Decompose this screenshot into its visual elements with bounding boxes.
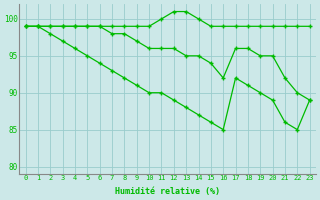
- X-axis label: Humidité relative (%): Humidité relative (%): [115, 187, 220, 196]
